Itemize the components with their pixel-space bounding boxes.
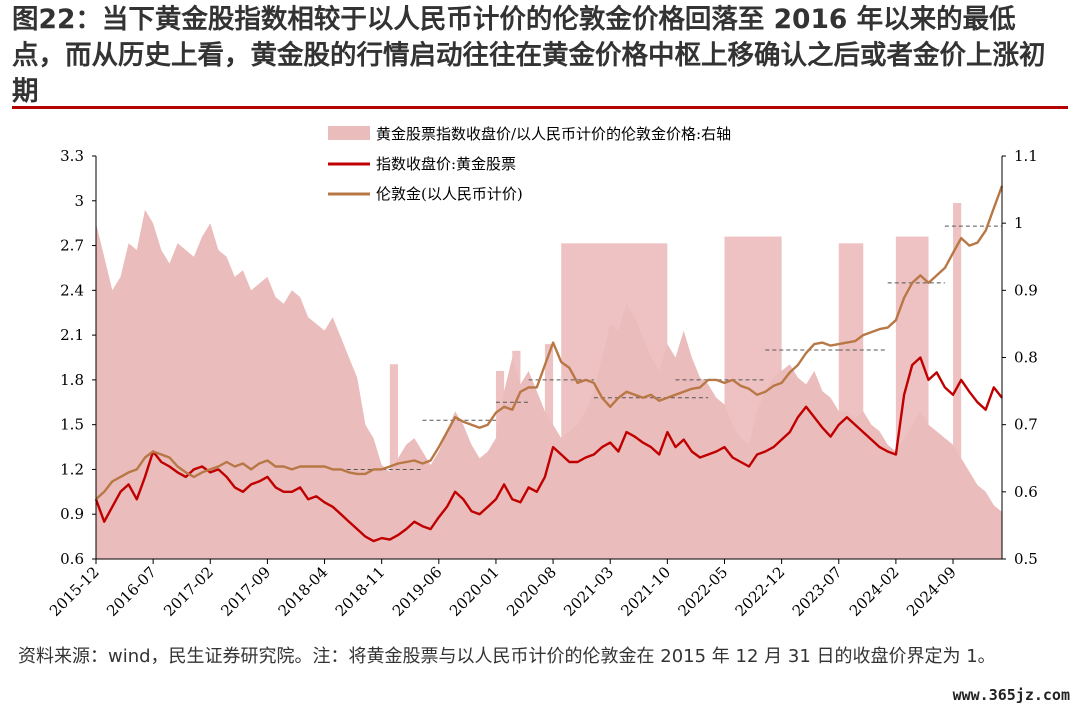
y-right-tick-label: 0.5 <box>1014 550 1038 568</box>
y-left-tick-label: 3.3 <box>60 147 84 165</box>
x-tick-label: 2017-02 <box>160 563 217 620</box>
x-tick-label: 2018-11 <box>332 563 389 620</box>
y-left-tick-label: 0.9 <box>60 505 84 523</box>
y-right-tick-label: 1 <box>1014 214 1024 232</box>
source-note: 资料来源：wind，民生证券研究院。注：将黄金股票与以人民币计价的伦敦金在 20… <box>18 646 996 667</box>
page-title: 图22：当下黄金股指数相较于以人民币计价的伦敦金价格回落至 2016 年以来的最… <box>12 4 1046 107</box>
y-right-tick-label: 1.1 <box>1014 147 1038 165</box>
legend-label: 指数收盘价:黄金股票 <box>376 155 516 173</box>
y-left-tick-label: 1.8 <box>60 371 84 389</box>
y-right-tick-label: 0.8 <box>1014 349 1038 367</box>
y-right-tick-label: 0.7 <box>1014 416 1038 434</box>
x-tick-label: 2020-01 <box>446 563 503 620</box>
x-tick-label: 2015-12 <box>46 563 103 620</box>
legend-swatch-ratio <box>328 126 370 140</box>
x-tick-label: 2016-07 <box>103 563 160 620</box>
series-lines <box>94 185 1004 543</box>
x-tick-label: 2024-09 <box>903 563 960 620</box>
legend-label: 黄金股票指数收盘价/以人民币计价的伦敦金价格:右轴 <box>376 125 731 143</box>
y-left-tick-label: 2.1 <box>60 326 84 344</box>
y-left-tick-label: 0.6 <box>60 550 84 568</box>
x-tick-label: 2021-10 <box>617 563 674 620</box>
watermark: www.365jz.com <box>952 686 1070 704</box>
y-left-tick-label: 1.2 <box>60 460 84 478</box>
title-rule <box>12 106 1068 109</box>
highlight-band-1 <box>389 364 398 559</box>
y-left-tick-label: 3 <box>74 192 84 210</box>
ratio-area <box>96 209 1002 559</box>
x-tick-label: 2018-04 <box>275 563 332 620</box>
x-tick-label: 2022-05 <box>675 563 732 620</box>
x-tick-label: 2024-02 <box>846 563 903 620</box>
x-tick-label: 2023-07 <box>789 563 846 620</box>
x-tick-label: 2022-12 <box>732 563 789 620</box>
x-tick-label: 2017-09 <box>217 563 274 620</box>
x-tick-label: 2019-06 <box>389 563 446 620</box>
chart: 3.3 3 2.7 2.4 2.1 1.8 1.5 1.2 0.9 0.6 1.1 1 0.9 0.8 0.… <box>46 125 1038 620</box>
y-left-tick-label: 2.4 <box>60 281 84 299</box>
x-tick-label: 2021-03 <box>560 563 617 620</box>
y-right-tick-label: 0.6 <box>1014 483 1038 501</box>
y-left-tick-label: 2.7 <box>60 237 84 255</box>
highlight-band-9 <box>953 203 962 499</box>
x-tick-label: 2020-08 <box>503 563 560 620</box>
ratio-area-layer <box>96 209 1002 559</box>
legend: 黄金股票指数收盘价/以人民币计价的伦敦金价格:右轴指数收盘价:黄金股票伦敦金(以… <box>328 125 731 203</box>
index-close-line <box>94 356 1003 543</box>
y-left-tick-label: 1.5 <box>60 416 84 434</box>
legend-label: 伦敦金(以人民币计价) <box>376 185 523 203</box>
y-right-tick-label: 0.9 <box>1014 281 1038 299</box>
london-gold-line <box>95 185 1004 501</box>
